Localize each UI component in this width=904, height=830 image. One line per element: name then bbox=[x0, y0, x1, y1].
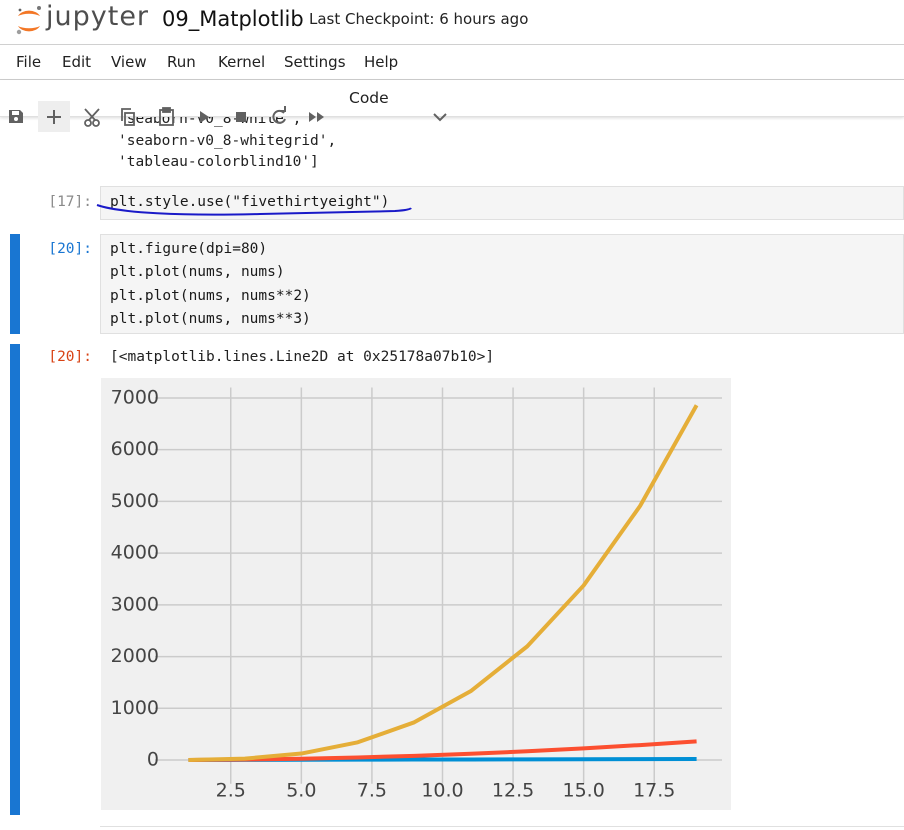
hand-drawn-underline bbox=[96, 204, 412, 216]
y-tick-label: 5000 bbox=[111, 490, 159, 512]
code-line: plt.plot(nums, nums**3) bbox=[110, 310, 311, 327]
x-tick-label: 2.5 bbox=[216, 780, 246, 802]
add-button[interactable] bbox=[47, 110, 61, 124]
input-prompt: [20]: bbox=[48, 241, 92, 257]
cell-type[interactable]: Code bbox=[349, 89, 389, 107]
menu-item[interactable]: Edit bbox=[62, 53, 92, 71]
restart-button[interactable] bbox=[272, 106, 286, 124]
code-line: plt.plot(nums, nums) bbox=[110, 264, 285, 281]
y-tick-label: 0 bbox=[147, 749, 159, 771]
notebook: [<matplotlib.lines.Line2D at 0x25178a07b… bbox=[0, 116, 904, 830]
x-tick-label: 10.0 bbox=[421, 780, 463, 802]
restart-run-button[interactable] bbox=[309, 112, 324, 122]
output-line: 'seaborn-v0_8-white', bbox=[118, 116, 301, 127]
data-line bbox=[188, 404, 699, 762]
output-line: 'tableau-colorblind10'] bbox=[118, 154, 319, 170]
y-tick-label: 2000 bbox=[111, 645, 159, 667]
toolbar: Code bbox=[0, 80, 904, 132]
code-line: plt.figure(dpi=80) bbox=[110, 241, 268, 257]
output-selection-bar bbox=[10, 344, 20, 815]
menu-item[interactable]: Kernel bbox=[218, 53, 266, 71]
chart: 0 1000 2000 3000 4000 5000 6000 7000 2.5 5.0 7.5 10… bbox=[101, 378, 731, 810]
logo-text: jupyter bbox=[46, 1, 150, 32]
menu-item[interactable]: View bbox=[111, 53, 147, 71]
cell-selection-bar bbox=[10, 234, 20, 334]
code-cell[interactable] bbox=[100, 234, 904, 334]
menu-bar bbox=[0, 44, 904, 80]
run-button[interactable] bbox=[200, 111, 209, 123]
code-line: plt.style.use("fivethirtyeight") bbox=[110, 194, 390, 210]
checkpoint: Last Checkpoint: 6 hours ago bbox=[309, 10, 529, 28]
menu-item[interactable]: Settings bbox=[284, 53, 346, 71]
cut-button[interactable] bbox=[84, 108, 100, 127]
x-tick-label: 15.0 bbox=[563, 780, 605, 802]
copy-button[interactable] bbox=[121, 108, 135, 126]
next-cell bbox=[100, 826, 904, 829]
notebook-name[interactable]: 09_Matplotlib bbox=[162, 7, 304, 31]
input-prompt: [17]: bbox=[48, 194, 92, 210]
x-tick-label: 7.5 bbox=[357, 780, 387, 802]
menu-item[interactable]: Run bbox=[167, 53, 196, 71]
cell-type-chevron[interactable] bbox=[433, 113, 447, 122]
x-tick-label: 5.0 bbox=[286, 780, 316, 802]
y-tick-label: 4000 bbox=[111, 542, 159, 564]
menu-item[interactable]: Help bbox=[364, 53, 399, 71]
output-line: 'seaborn-v0_8-whitegrid', bbox=[118, 132, 337, 149]
menu-item[interactable]: File bbox=[16, 53, 42, 71]
header bbox=[0, 0, 904, 45]
x-tick-label: 17.5 bbox=[633, 780, 675, 802]
jupyter-logo[interactable] bbox=[14, 4, 44, 36]
x-tick-label: 12.5 bbox=[492, 780, 534, 802]
code-line: plt.plot(nums, nums**2) bbox=[110, 287, 311, 304]
toolbar-icons bbox=[9, 101, 447, 132]
y-tick-label: 3000 bbox=[111, 593, 159, 615]
annotation-layer bbox=[96, 204, 412, 216]
output-text: [<matplotlib.lines.Line2D at 0x25178a07b… bbox=[110, 349, 495, 365]
stop-button[interactable] bbox=[236, 112, 246, 122]
data-line bbox=[188, 739, 697, 762]
output-prompt: [20]: bbox=[48, 349, 92, 365]
y-tick-label: 7000 bbox=[111, 386, 159, 408]
y-tick-label: 6000 bbox=[111, 438, 159, 460]
y-tick-label: 1000 bbox=[111, 697, 159, 719]
paste-button[interactable] bbox=[159, 107, 174, 126]
